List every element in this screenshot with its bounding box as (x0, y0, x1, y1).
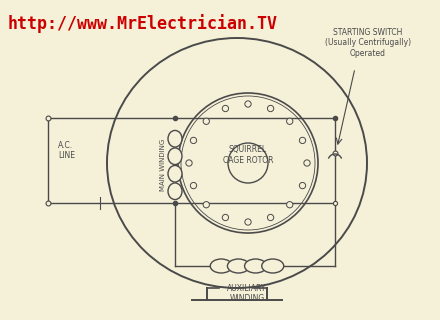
Ellipse shape (168, 148, 182, 164)
Text: A.C.
LINE: A.C. LINE (58, 141, 75, 160)
Circle shape (203, 118, 209, 124)
Circle shape (191, 137, 197, 144)
Circle shape (228, 143, 268, 183)
Circle shape (222, 214, 228, 221)
Circle shape (268, 214, 274, 221)
Circle shape (245, 219, 251, 225)
Ellipse shape (168, 165, 182, 182)
Text: STARTING SWITCH
(Usually Centrifugally)
Operated: STARTING SWITCH (Usually Centrifugally) … (325, 28, 411, 58)
Circle shape (286, 202, 293, 208)
Text: SQUIRREL
CAGE ROTOR: SQUIRREL CAGE ROTOR (223, 145, 273, 165)
Ellipse shape (227, 259, 249, 273)
Ellipse shape (210, 259, 232, 273)
Text: http://www.MrElectrician.TV: http://www.MrElectrician.TV (8, 14, 278, 33)
Circle shape (304, 160, 310, 166)
Circle shape (222, 105, 228, 112)
Circle shape (299, 137, 306, 144)
Circle shape (186, 160, 192, 166)
Circle shape (299, 182, 306, 189)
Circle shape (286, 118, 293, 124)
Ellipse shape (168, 131, 182, 147)
Text: AUXILIARY
WINDING: AUXILIARY WINDING (227, 284, 267, 303)
Ellipse shape (245, 259, 267, 273)
Circle shape (245, 101, 251, 107)
Circle shape (268, 105, 274, 112)
Text: MAIN WINDING: MAIN WINDING (160, 139, 166, 191)
Circle shape (178, 93, 318, 233)
Circle shape (191, 182, 197, 189)
Ellipse shape (168, 183, 182, 200)
Circle shape (203, 202, 209, 208)
Ellipse shape (262, 259, 284, 273)
